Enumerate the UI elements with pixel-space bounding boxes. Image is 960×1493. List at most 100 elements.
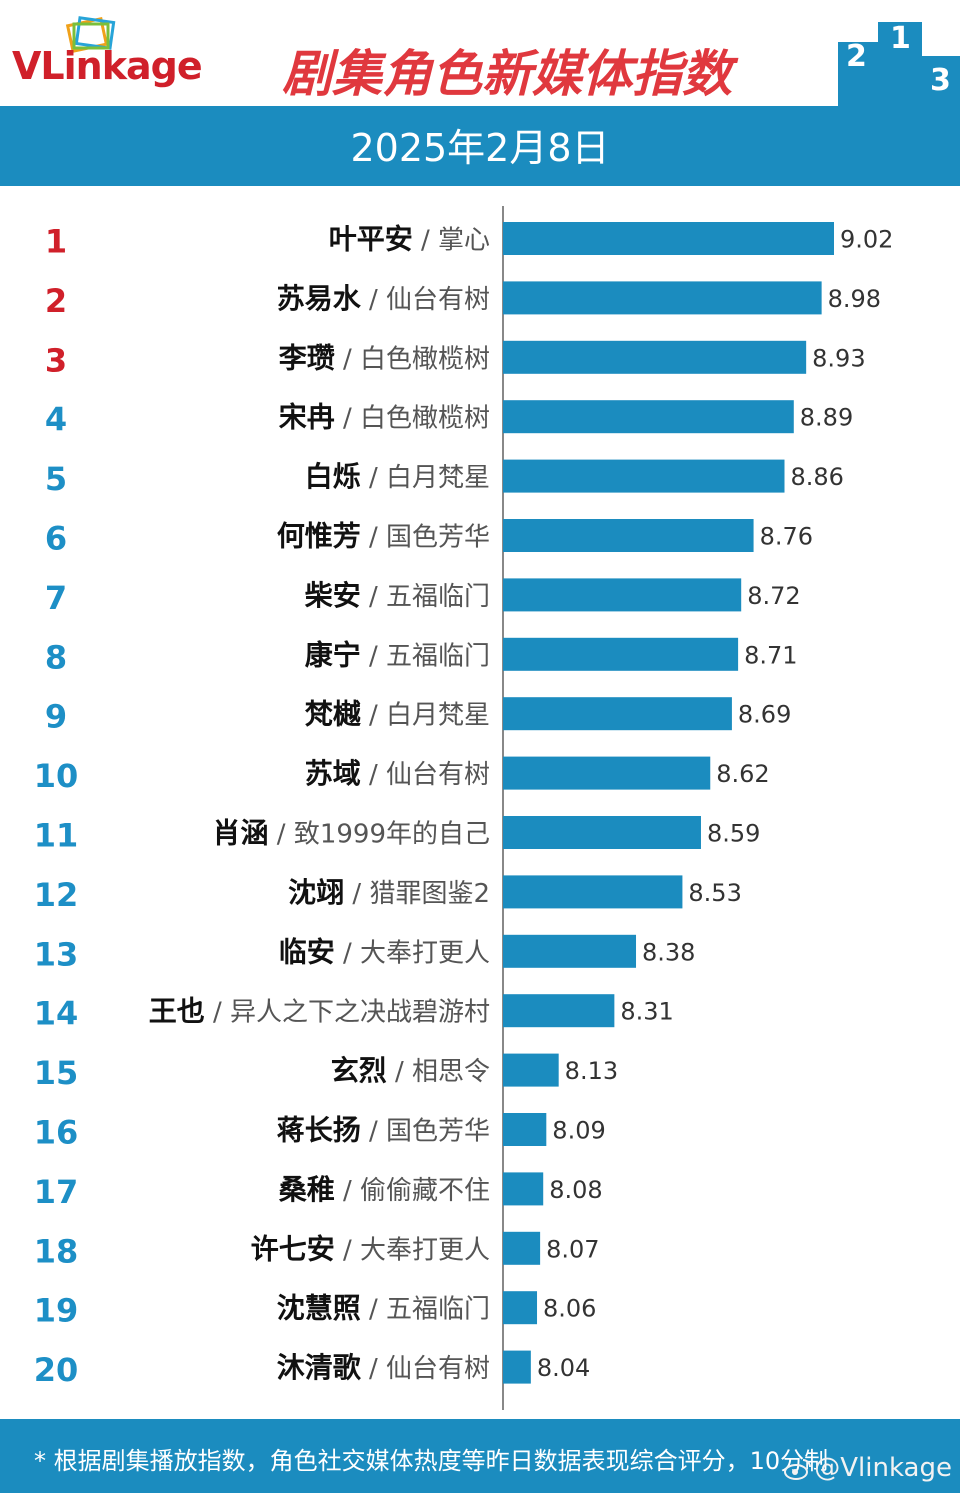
drama-name: / 国色芳华 (361, 1117, 490, 1147)
footnote: * 根据剧集播放指数，角色社交媒体热度等昨日数据表现综合评分，10分制 (34, 1447, 829, 1475)
vlinkage-logo: VLinkage (12, 14, 222, 94)
rank-label: 5 (45, 460, 67, 498)
character-name: 沈慧照 (277, 1292, 361, 1325)
character-name: 临安 (279, 935, 335, 968)
value-label: 8.04 (537, 1354, 590, 1382)
category-label: 肖涵 / 致1999年的自己 (213, 817, 490, 850)
bar (503, 281, 822, 315)
character-name: 苏易水 (277, 282, 362, 315)
drama-name: / 仙台有树 (361, 1354, 490, 1384)
podium-digit-1: 1 (890, 21, 911, 56)
character-name: 叶平安 (329, 223, 413, 256)
category-label: 沈翊 / 猎罪图鉴2 (288, 876, 490, 909)
rank-label: 1 (45, 223, 67, 261)
category-label: 宋冉 / 白色橄榄树 (279, 401, 490, 434)
value-label: 8.86 (791, 463, 844, 491)
bar-chart: 1 叶平安 / 掌心 9.02 2 苏易水 / 仙台有树 8.98 3 李瓒 / 白色橄榄树 8… (34, 206, 893, 1410)
brand-name: VLinkage (12, 44, 203, 88)
character-name: 玄烈 (331, 1054, 387, 1087)
rank-label: 19 (34, 1292, 79, 1330)
value-label: 8.31 (620, 998, 673, 1026)
character-name: 宋冉 (279, 401, 335, 434)
value-label: 8.71 (744, 641, 797, 669)
rank-label: 8 (45, 638, 67, 676)
category-label: 叶平安 / 掌心 (329, 223, 490, 256)
rank-label: 14 (34, 995, 79, 1033)
bar (503, 340, 807, 374)
header: VLinkage 剧集角色新媒体指数 2 1 3 (0, 0, 960, 106)
bar (503, 400, 794, 434)
bar (503, 1172, 544, 1206)
date-band: 2025年2月8日 (0, 106, 960, 186)
value-label: 9.02 (840, 226, 893, 254)
chart-date: 2025年2月8日 (350, 126, 610, 170)
value-label: 8.62 (716, 760, 769, 788)
category-label: 何惟芳 / 国色芳华 (277, 520, 490, 553)
value-label: 8.76 (760, 523, 813, 551)
rank-label: 16 (34, 1114, 79, 1152)
character-name: 柴安 (305, 579, 361, 612)
character-name: 肖涵 (213, 817, 269, 850)
drama-name: / 国色芳华 (361, 523, 490, 553)
drama-name: / 五福临门 (361, 641, 490, 671)
drama-name: / 仙台有树 (361, 760, 490, 790)
rank-label: 4 (45, 401, 67, 439)
value-label: 8.07 (546, 1235, 599, 1263)
rank-label: 18 (34, 1232, 79, 1270)
watermark: @Vlinkage (784, 1453, 952, 1483)
category-label: 玄烈 / 相思令 (331, 1054, 490, 1087)
category-label: 苏易水 / 仙台有树 (277, 282, 490, 315)
value-label: 8.98 (828, 285, 881, 313)
value-label: 8.06 (543, 1295, 596, 1323)
bar (503, 934, 637, 968)
bar (503, 578, 742, 612)
rank-label: 2 (45, 282, 67, 320)
category-label: 梵樾 / 白月梵星 (305, 698, 490, 731)
bar (503, 1053, 559, 1087)
character-name: 白烁 (305, 460, 361, 493)
drama-name: / 白月梵星 (361, 701, 490, 731)
footer-band: * 根据剧集播放指数，角色社交媒体热度等昨日数据表现综合评分，10分制 @Vli… (0, 1419, 960, 1493)
bar (503, 756, 711, 790)
bar (503, 1291, 538, 1325)
drama-name: / 白月梵星 (361, 463, 490, 493)
rank-label: 3 (45, 341, 67, 379)
rank-label: 9 (45, 698, 67, 736)
drama-name: / 掌心 (413, 226, 490, 256)
drama-name: / 五福临门 (361, 1295, 490, 1325)
drama-name: / 异人之下之决战碧游村 (205, 998, 490, 1028)
drama-name: / 五福临门 (361, 582, 490, 612)
value-label: 8.69 (738, 701, 791, 729)
bar (503, 697, 732, 731)
character-name: 沈翊 (288, 876, 344, 909)
category-label: 沐清歌 / 仙台有树 (277, 1351, 490, 1384)
bar (503, 459, 785, 493)
rank-label: 17 (34, 1173, 79, 1211)
drama-name: / 大奉打更人 (335, 1235, 490, 1265)
drama-name: / 白色橄榄树 (335, 404, 490, 434)
category-label: 康宁 / 五福临门 (305, 638, 490, 671)
value-label: 8.08 (549, 1176, 602, 1204)
category-label: 柴安 / 五福临门 (305, 579, 490, 612)
value-label: 8.13 (565, 1057, 618, 1085)
drama-name: / 相思令 (387, 1057, 490, 1087)
value-label: 8.72 (747, 582, 800, 610)
bar (503, 637, 739, 671)
category-label: 白烁 / 白月梵星 (305, 460, 490, 493)
category-label: 许七安 / 大奉打更人 (251, 1232, 490, 1265)
value-label: 8.59 (707, 820, 760, 848)
character-name: 何惟芳 (277, 520, 361, 553)
character-name: 康宁 (305, 638, 361, 671)
drama-name: / 仙台有树 (361, 285, 490, 315)
bar (503, 816, 701, 849)
rank-label: 10 (34, 757, 79, 795)
podium-icon: 2 1 3 (838, 21, 960, 106)
rank-label: 11 (34, 817, 79, 855)
rank-label: 13 (34, 935, 79, 973)
bar (503, 1350, 531, 1384)
value-label: 8.09 (552, 1117, 605, 1145)
rank-label: 6 (45, 520, 67, 558)
character-name: 许七安 (251, 1232, 335, 1265)
bar (503, 519, 754, 552)
bar (503, 1113, 547, 1146)
